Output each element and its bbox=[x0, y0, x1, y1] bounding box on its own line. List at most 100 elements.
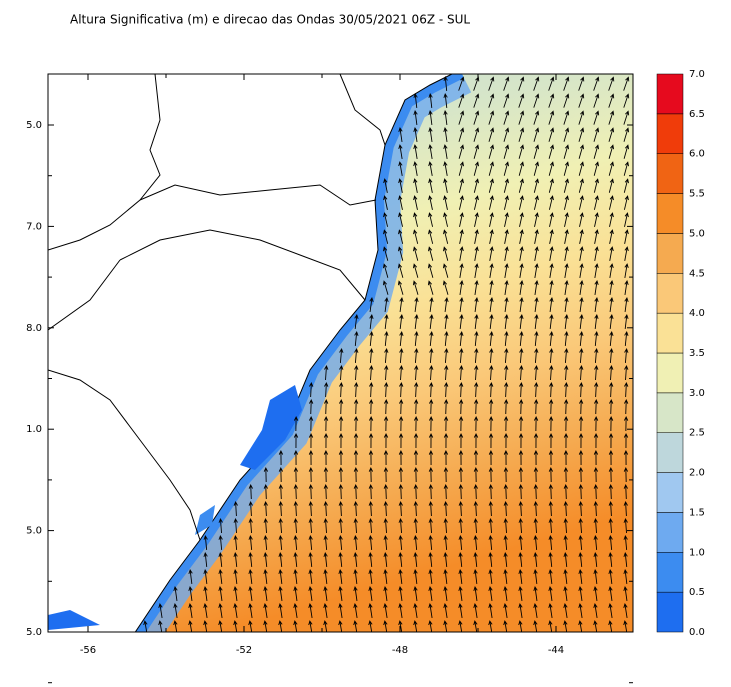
wave-arrow bbox=[503, 178, 509, 193]
wave-arrow bbox=[308, 534, 313, 551]
wave-arrow bbox=[608, 93, 615, 108]
lon-tick-label: -56 bbox=[80, 645, 96, 656]
wave-arrow bbox=[443, 432, 449, 449]
wave-arrow bbox=[383, 449, 389, 466]
lat-tick-label: 8.0 bbox=[26, 323, 42, 334]
wave-arrow bbox=[594, 364, 599, 381]
wave-arrow bbox=[533, 517, 538, 534]
wave-arrow bbox=[504, 314, 509, 330]
wave-arrow bbox=[413, 398, 419, 415]
wave-arrow bbox=[324, 381, 329, 398]
wave-arrow bbox=[608, 586, 613, 601]
wave-arrow bbox=[383, 195, 388, 210]
wave-arrow bbox=[353, 483, 358, 500]
wave-arrow bbox=[473, 552, 478, 568]
wave-arrow bbox=[383, 466, 389, 483]
wave-arrow bbox=[623, 569, 628, 585]
wave-arrow bbox=[609, 280, 614, 295]
wave-arrow bbox=[354, 381, 359, 398]
wave-arrow bbox=[428, 483, 433, 500]
wave-arrow bbox=[533, 620, 538, 632]
wave-arrow bbox=[549, 331, 554, 347]
wave-arrow bbox=[533, 398, 539, 415]
wave-arrow bbox=[488, 110, 495, 125]
wave-arrow bbox=[353, 415, 359, 432]
wave-arrow bbox=[473, 449, 479, 466]
wave-arrow bbox=[488, 534, 493, 551]
wave-arrow bbox=[458, 110, 465, 125]
colorbar-swatch bbox=[656, 312, 684, 354]
wave-arrow bbox=[563, 93, 570, 108]
wave-arrow bbox=[564, 246, 569, 261]
wave-arrow bbox=[158, 620, 163, 632]
wave-arrow bbox=[458, 603, 463, 618]
wave-arrow bbox=[578, 534, 583, 551]
wave-arrow bbox=[593, 552, 598, 568]
wave-arrow bbox=[608, 483, 613, 500]
wave-arrow bbox=[443, 449, 449, 466]
wave-arrow bbox=[323, 483, 328, 500]
wave-arrow bbox=[593, 415, 599, 432]
wave-arrow bbox=[563, 398, 569, 415]
wave-arrow bbox=[428, 161, 433, 176]
wave-arrow bbox=[458, 552, 463, 568]
wave-arrow bbox=[248, 620, 253, 632]
wave-arrow bbox=[278, 534, 283, 551]
wave-arrow bbox=[474, 297, 479, 312]
colorbar-label: 6.5 bbox=[689, 109, 705, 120]
colorbar-label: 3.5 bbox=[689, 348, 705, 359]
wave-arrow bbox=[473, 415, 479, 432]
wave-arrow bbox=[563, 195, 569, 210]
wave-arrow bbox=[564, 364, 569, 381]
wave-arrow bbox=[398, 466, 404, 483]
wave-arrow bbox=[488, 178, 494, 193]
wave-arrow bbox=[248, 569, 253, 585]
wave-arrow bbox=[397, 263, 404, 278]
wave-arrow bbox=[549, 381, 554, 398]
wave-arrow bbox=[323, 398, 329, 415]
wave-arrow bbox=[548, 432, 554, 449]
wave-arrow bbox=[398, 212, 403, 227]
wave-arrow bbox=[382, 280, 389, 295]
colorbar-swatch bbox=[656, 472, 684, 513]
wave-arrow bbox=[593, 178, 599, 193]
wave-arrow bbox=[293, 432, 299, 449]
wave-arrow bbox=[609, 297, 614, 312]
wave-arrow bbox=[518, 161, 524, 176]
wave-arrow bbox=[548, 127, 555, 142]
wave-arrow bbox=[503, 144, 510, 159]
wave-arrow bbox=[443, 212, 448, 227]
wave-arrow bbox=[323, 552, 328, 568]
wave-arrow bbox=[353, 603, 358, 618]
wave-arrow bbox=[608, 569, 613, 585]
wave-arrow bbox=[579, 297, 584, 312]
wave-arrow bbox=[429, 381, 434, 398]
wave-arrow bbox=[533, 195, 539, 210]
wave-arrow bbox=[353, 466, 359, 483]
wave-arrow bbox=[203, 620, 208, 632]
wave-arrow bbox=[533, 432, 539, 449]
wave-arrow bbox=[338, 449, 344, 466]
wave-arrow bbox=[504, 331, 509, 347]
wave-arrow bbox=[533, 110, 540, 125]
wave-arrow bbox=[593, 127, 600, 142]
wave-arrow bbox=[458, 398, 464, 415]
wave-arrow bbox=[354, 314, 359, 330]
wave-arrow bbox=[384, 314, 389, 330]
wave-arrow bbox=[594, 263, 599, 278]
colorbar-label: 1.0 bbox=[689, 547, 705, 558]
wave-arrow bbox=[488, 144, 495, 159]
wave-arrow bbox=[623, 603, 628, 618]
wave-arrow bbox=[442, 263, 449, 278]
wave-arrow bbox=[533, 127, 540, 142]
colorbar-swatch bbox=[656, 73, 684, 115]
wave-arrow bbox=[578, 620, 583, 632]
wave-arrow bbox=[459, 229, 464, 244]
wave-arrow bbox=[519, 212, 524, 227]
wave-arrow bbox=[414, 314, 419, 330]
wave-arrow bbox=[608, 161, 614, 176]
colorbar-swatch bbox=[656, 552, 684, 593]
wave-arrow bbox=[518, 110, 525, 125]
wave-arrow bbox=[338, 603, 343, 618]
wave-arrow bbox=[444, 297, 449, 312]
